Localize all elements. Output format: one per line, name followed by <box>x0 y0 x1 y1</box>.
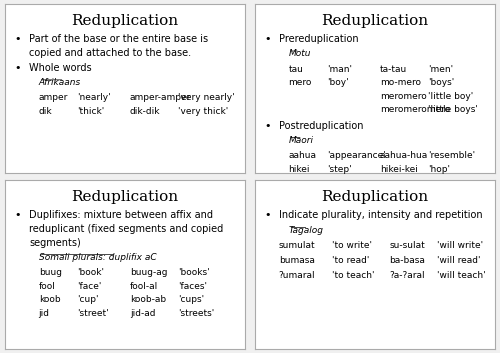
Text: meromeromero: meromeromero <box>380 105 450 114</box>
Text: 'will teach': 'will teach' <box>438 271 486 281</box>
Text: Somali plurals: duplifix aC: Somali plurals: duplifix aC <box>38 253 156 262</box>
Text: Prereduplication: Prereduplication <box>279 34 358 44</box>
Text: fool: fool <box>38 282 56 291</box>
Text: 'appearance': 'appearance' <box>327 151 386 160</box>
Text: 'will write': 'will write' <box>438 241 484 250</box>
Text: •: • <box>14 34 21 44</box>
Text: koob-ab: koob-ab <box>130 295 166 304</box>
Text: 'very thick': 'very thick' <box>178 107 228 116</box>
Text: 'man': 'man' <box>327 65 352 73</box>
Text: buug: buug <box>38 268 62 277</box>
Text: Reduplication: Reduplication <box>72 14 178 28</box>
Text: Reduplication: Reduplication <box>322 14 428 28</box>
Text: Motu: Motu <box>288 49 311 58</box>
Text: 'little boy': 'little boy' <box>428 92 473 101</box>
Text: 'step': 'step' <box>327 164 351 174</box>
Text: mero: mero <box>288 78 312 87</box>
Text: 'nearly': 'nearly' <box>77 94 110 102</box>
Text: Reduplication: Reduplication <box>322 190 428 204</box>
Text: •: • <box>14 210 21 220</box>
Text: 'to write': 'to write' <box>332 241 372 250</box>
Text: 'to read': 'to read' <box>332 256 369 265</box>
Text: hikei-kei: hikei-kei <box>380 164 418 174</box>
Text: Postreduplication: Postreduplication <box>279 120 363 131</box>
Text: amper: amper <box>38 94 68 102</box>
Text: segments): segments) <box>29 238 81 247</box>
Text: fool-al: fool-al <box>130 282 158 291</box>
Text: •: • <box>264 120 271 131</box>
Text: 'streets': 'streets' <box>178 309 214 318</box>
Text: jid-ad: jid-ad <box>130 309 156 318</box>
Text: 'will read': 'will read' <box>438 256 481 265</box>
Text: 'resemble': 'resemble' <box>428 151 475 160</box>
Text: 'book': 'book' <box>77 268 104 277</box>
Text: •: • <box>14 63 21 73</box>
Text: 'very nearly': 'very nearly' <box>178 94 234 102</box>
Text: 'boy': 'boy' <box>327 78 348 87</box>
Text: Tagalog: Tagalog <box>288 226 324 235</box>
Text: meromero: meromero <box>380 92 426 101</box>
Text: copied and attached to the base.: copied and attached to the base. <box>29 48 191 58</box>
Text: 'boys': 'boys' <box>428 78 454 87</box>
Text: ba-basa: ba-basa <box>390 256 425 265</box>
Text: ?umaral: ?umaral <box>279 271 316 281</box>
Text: Reduplication: Reduplication <box>72 190 178 204</box>
Text: 'cups': 'cups' <box>178 295 204 304</box>
Text: 'little boys': 'little boys' <box>428 105 478 114</box>
Text: ?a-?aral: ?a-?aral <box>390 271 425 281</box>
Text: 'hop': 'hop' <box>428 164 450 174</box>
Text: 'faces': 'faces' <box>178 282 207 291</box>
Text: •: • <box>264 34 271 44</box>
Text: 'books': 'books' <box>178 268 210 277</box>
Text: Maori: Maori <box>288 136 314 145</box>
Text: dik: dik <box>38 107 52 116</box>
Text: aahua: aahua <box>288 151 316 160</box>
Text: reduplicant (fixed segments and copied: reduplicant (fixed segments and copied <box>29 224 224 234</box>
Text: sumulat: sumulat <box>279 241 316 250</box>
Text: 'street': 'street' <box>77 309 108 318</box>
Text: Whole words: Whole words <box>29 63 92 73</box>
Text: hikei: hikei <box>288 164 310 174</box>
Text: 'thick': 'thick' <box>77 107 104 116</box>
Text: Afrikaans: Afrikaans <box>38 78 81 87</box>
Text: buug-ag: buug-ag <box>130 268 168 277</box>
Text: aahua-hua: aahua-hua <box>380 151 428 160</box>
Text: bumasa: bumasa <box>279 256 314 265</box>
Text: •: • <box>264 210 271 220</box>
Text: 'face': 'face' <box>77 282 102 291</box>
Text: Part of the base or the entire base is: Part of the base or the entire base is <box>29 34 208 44</box>
Text: su-sulat: su-sulat <box>390 241 425 250</box>
Text: 'cup': 'cup' <box>77 295 98 304</box>
Text: mo-mero: mo-mero <box>380 78 420 87</box>
Text: ta-tau: ta-tau <box>380 65 407 73</box>
Text: Indicate plurality, intensity and repetition: Indicate plurality, intensity and repeti… <box>279 210 482 220</box>
Text: Duplifixes: mixture between affix and: Duplifixes: mixture between affix and <box>29 210 213 220</box>
Text: tau: tau <box>288 65 304 73</box>
Text: 'to teach': 'to teach' <box>332 271 374 281</box>
Text: amper-amper: amper-amper <box>130 94 192 102</box>
Text: dik-dik: dik-dik <box>130 107 160 116</box>
Text: jid: jid <box>38 309 50 318</box>
Text: 'men': 'men' <box>428 65 453 73</box>
Text: koob: koob <box>38 295 60 304</box>
